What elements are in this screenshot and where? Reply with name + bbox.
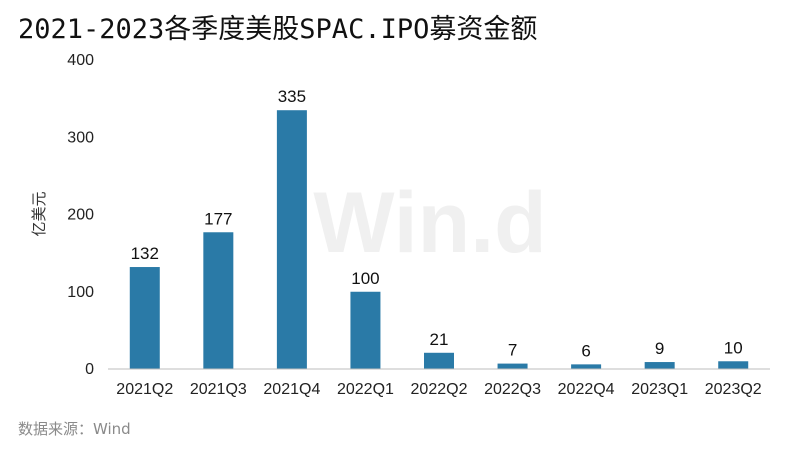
data-label: 10 [724,338,743,357]
bar [129,267,160,369]
data-label: 100 [351,269,379,288]
x-tick-label: 2021Q2 [116,381,173,398]
bar [644,362,675,369]
data-label: 9 [655,339,664,358]
bar [497,363,528,369]
y-tick-label: 300 [67,129,94,146]
watermark: Win.d [313,175,546,271]
bars: 132 177 335 100 21 7 6 9 10 [129,87,749,370]
y-tick-label: 100 [67,284,94,301]
x-tick-label: 2022Q4 [558,381,615,398]
data-label: 177 [204,209,232,228]
bar [203,232,234,369]
bar [718,361,749,369]
y-tick-label: 400 [67,52,94,69]
y-axis: 0 100 200 300 400 [67,52,94,378]
x-tick-label: 2021Q3 [190,381,247,398]
data-label: 132 [131,244,159,263]
data-label: 7 [508,341,517,360]
x-tick-label: 2022Q3 [484,381,541,398]
x-tick-label: 2022Q2 [411,381,468,398]
x-tick-label: 2021Q4 [263,381,320,398]
bar [424,352,454,369]
x-tick-label: 2023Q1 [631,381,688,398]
x-tick-label: 2022Q1 [337,381,394,398]
source-note: 数据来源：Wind [18,420,131,438]
y-tick-label: 200 [67,207,94,224]
data-label: 335 [278,87,306,106]
data-label: 21 [430,330,449,349]
y-axis-label: 亿美元 [30,191,48,236]
chart-title: 2021-2023各季度美股SPAC.IPO募资金额 [18,14,537,45]
x-axis: 2021Q2 2021Q3 2021Q4 2022Q1 2022Q2 2022Q3 2022… [108,368,770,398]
x-tick-label: 2023Q2 [705,381,762,398]
bar [276,110,307,370]
bar [350,291,381,369]
data-label: 6 [581,341,590,360]
y-tick-label: 0 [85,361,94,378]
bar [571,364,602,369]
